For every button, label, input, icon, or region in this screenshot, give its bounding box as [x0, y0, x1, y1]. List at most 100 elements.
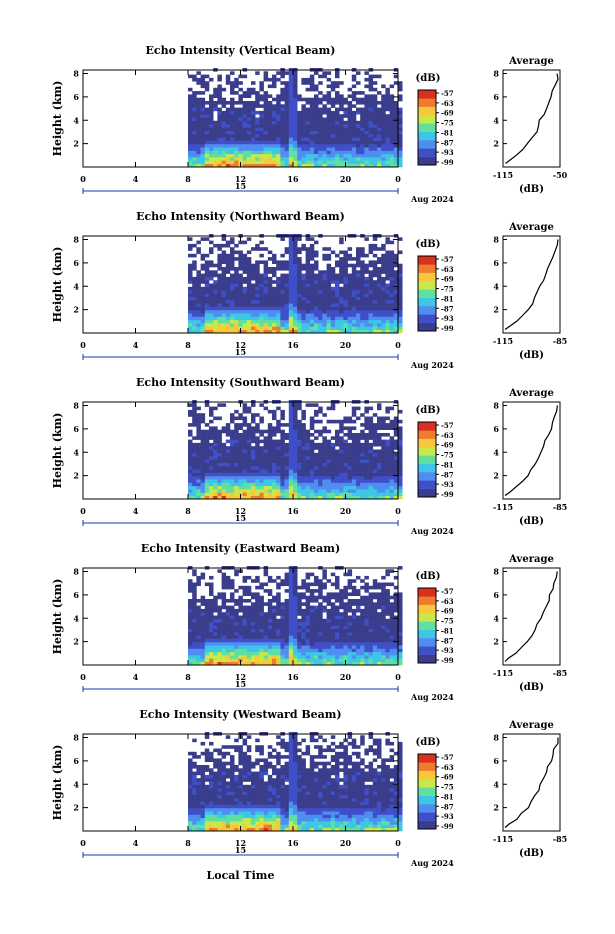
- heatmap-cell: [201, 658, 206, 662]
- colorbar-tick-label: -99: [441, 324, 454, 333]
- heatmap-cell: [234, 450, 239, 454]
- heatmap-cell: [276, 456, 281, 460]
- heatmap-cell: [293, 450, 298, 454]
- heatmap-cell: [285, 479, 290, 483]
- heatmap-cell: [364, 622, 369, 626]
- heatmap-cell: [226, 486, 231, 490]
- heatmap-cell: [398, 453, 403, 457]
- heatmap-cell: [196, 635, 201, 639]
- heatmap-cell: [385, 270, 390, 274]
- colorbar-tick-label: -63: [441, 265, 454, 274]
- heatmap-cell: [268, 127, 273, 131]
- heatmap-cell: [209, 446, 214, 450]
- heatmap-cell: [230, 326, 235, 330]
- heatmap-cell: [209, 606, 214, 610]
- heatmap-cell: [243, 622, 248, 626]
- heatmap-cell: [310, 111, 315, 115]
- heatmap-cell: [318, 602, 323, 606]
- y-tick-label: 2: [73, 139, 79, 149]
- heatmap-cell: [188, 310, 193, 314]
- heatmap-cell: [188, 652, 193, 656]
- heatmap-cell: [272, 300, 277, 304]
- heatmap-cell: [238, 479, 243, 483]
- heatmap-cell: [322, 573, 327, 577]
- heatmap-cell: [238, 320, 243, 324]
- heatmap-cell: [268, 625, 273, 629]
- heatmap-cell: [201, 313, 206, 317]
- heatmap-cell: [293, 144, 298, 148]
- heatmap-cell: [364, 612, 369, 616]
- heatmap-cell: [297, 303, 302, 307]
- heatmap-cell: [331, 609, 336, 613]
- heatmap-cell: [243, 127, 248, 131]
- heatmap-cell: [306, 124, 311, 128]
- heatmap-cell: [217, 596, 222, 600]
- heatmap-cell: [343, 450, 348, 454]
- heatmap-cell: [293, 303, 298, 307]
- heatmap-cell: [259, 456, 264, 460]
- heatmap-cell: [243, 586, 248, 590]
- heatmap-cell: [268, 453, 273, 457]
- heatmap-cell: [276, 430, 281, 434]
- heatmap-cell: [234, 612, 239, 616]
- heatmap-cell: [192, 124, 197, 128]
- heatmap-cell: [289, 131, 294, 135]
- heatmap-cell: [373, 260, 378, 264]
- heatmap-cell: [289, 154, 294, 158]
- heatmap-cell: [209, 443, 214, 447]
- heatmap-cell: [192, 606, 197, 610]
- heatmap-cell: [205, 134, 210, 138]
- heatmap-cell: [293, 310, 298, 314]
- heatmap-cell: [306, 609, 311, 613]
- heatmap-cell: [280, 446, 285, 450]
- heatmap-cell: [339, 453, 344, 457]
- heatmap-cell: [272, 104, 277, 108]
- heatmap-cell: [369, 81, 374, 85]
- heatmap-cell: [348, 456, 353, 460]
- heatmap-cell: [385, 443, 390, 447]
- heatmap-cell: [213, 157, 218, 161]
- heatmap-cell: [230, 440, 235, 444]
- heatmap-cell: [217, 466, 222, 470]
- heatmap-cell: [213, 417, 218, 421]
- heatmap-cell: [314, 655, 319, 659]
- heatmap-cell: [327, 476, 332, 480]
- heatmap-cell: [318, 137, 323, 141]
- heatmap-cell: [222, 237, 227, 241]
- heatmap-cell: [272, 655, 277, 659]
- heatmap-cell: [205, 101, 210, 105]
- heatmap-cell: [293, 583, 298, 587]
- heatmap-cell: [398, 297, 403, 301]
- heatmap-cell: [230, 280, 235, 284]
- heatmap-cell: [331, 303, 336, 307]
- heatmap-cell: [234, 453, 239, 457]
- heatmap-cell: [352, 297, 357, 301]
- heatmap-cell: [373, 463, 378, 467]
- heatmap-cell: [369, 599, 374, 603]
- heatmap-cell: [272, 652, 277, 656]
- heatmap-cell: [192, 423, 197, 427]
- heatmap-cell: [201, 98, 206, 102]
- heatmap-cell: [285, 423, 290, 427]
- heatmap-cell: [364, 297, 369, 301]
- heatmap-cell: [251, 426, 256, 430]
- heatmap-cell: [238, 423, 243, 427]
- heatmap-cell: [238, 459, 243, 463]
- heatmap-cell: [369, 88, 374, 92]
- heatmap-cell: [364, 118, 369, 122]
- heatmap-cell: [234, 270, 239, 274]
- heatmap-cell: [192, 267, 197, 271]
- heatmap-cell: [247, 426, 252, 430]
- heatmap-cell: [373, 476, 378, 480]
- heatmap-cell: [238, 317, 243, 321]
- heatmap-cell: [196, 463, 201, 467]
- heatmap-cell: [381, 257, 386, 261]
- heatmap-cell: [188, 108, 193, 112]
- heatmap-cell: [280, 260, 285, 264]
- heatmap-cell: [352, 121, 357, 125]
- heatmap-cell: [314, 287, 319, 291]
- heatmap-cell: [285, 433, 290, 437]
- heatmap-cell: [259, 151, 264, 155]
- heatmap-cell: [289, 407, 294, 411]
- x-tick-label: 20: [340, 174, 352, 184]
